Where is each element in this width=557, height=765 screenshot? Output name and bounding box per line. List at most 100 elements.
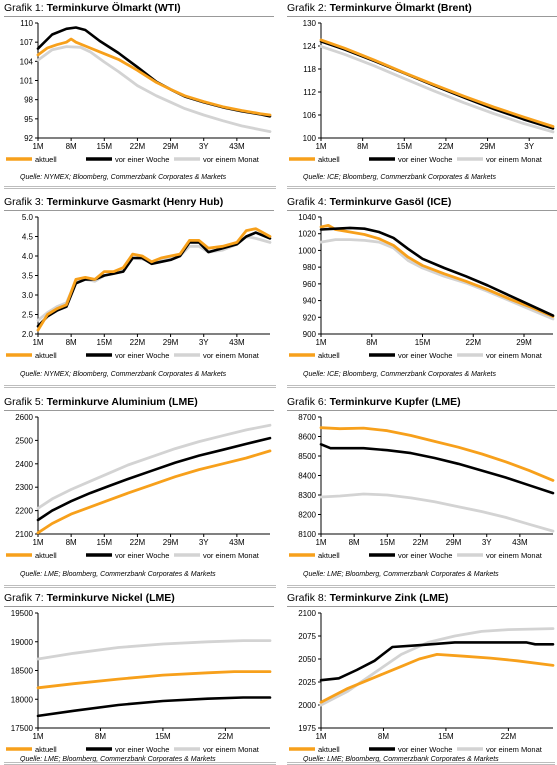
legend: aktuell vor einer Woche vor einem Monat: [6, 155, 260, 164]
series-line-woche: [319, 443, 555, 495]
x-tick-label: 1M: [315, 732, 326, 741]
legend-label-woche: vor einer Woche: [398, 351, 452, 360]
series-line-monat: [319, 627, 555, 707]
x-tick-label: 3Y: [524, 142, 534, 151]
y-tick-label: 920: [303, 313, 317, 322]
x-tick-label: 8M: [357, 142, 368, 151]
title-rule: [4, 606, 274, 607]
legend-label-aktuell: aktuell: [35, 155, 57, 164]
chart-source: Quelle: NYMEX; Bloomberg, Commerzbank Co…: [20, 371, 227, 378]
chart-number: Grafik 1:: [4, 2, 44, 14]
y-tick-label: 2.0: [22, 330, 34, 339]
y-tick-label: 100: [303, 134, 317, 143]
y-tick-label: 92: [24, 134, 33, 143]
chart-name: Terminkurve Gasmarkt (Henry Hub): [46, 196, 224, 208]
chart-title: Grafik 5: Terminkurve Aluminium (LME): [4, 396, 274, 410]
y-tick-label: 960: [303, 280, 317, 289]
legend-label-woche: vor einer Woche: [115, 351, 169, 360]
chart-source: Quelle: ICE; Bloomberg, Commerzbank Corp…: [303, 371, 496, 378]
chart-number: Grafik 4:: [287, 196, 327, 208]
chart-title: Grafik 3: Terminkurve Gasmarkt (Henry Hu…: [4, 196, 274, 210]
title-rule: [4, 16, 274, 17]
chart-source: Quelle: LME; Bloomberg, Commerzbank Corp…: [303, 756, 499, 763]
chart-name: Terminkurve Gasöl (ICE): [329, 196, 452, 208]
x-tick-label: 1M: [32, 338, 43, 347]
x-tick-label: 15M: [415, 338, 431, 347]
legend: aktuell vor einer Woche vor einem Monat: [289, 551, 543, 560]
x-tick-label: 29M: [480, 142, 496, 151]
x-tick-label: 8M: [66, 338, 77, 347]
chart-name: Terminkurve Zink (LME): [329, 592, 449, 604]
y-tick-label: 19000: [11, 638, 34, 647]
x-tick-label: 1M: [315, 338, 326, 347]
y-tick-label: 8500: [298, 452, 316, 461]
x-tick-label: 22M: [501, 732, 517, 741]
y-tick-label: 107: [20, 38, 34, 47]
x-tick-label: 3Y: [199, 338, 209, 347]
panel-separator: [4, 762, 276, 765]
chart-title: Grafik 7: Terminkurve Nickel (LME): [4, 592, 274, 606]
y-tick-label: 2050: [298, 655, 316, 664]
legend-label-aktuell: aktuell: [318, 745, 340, 754]
y-tick-label: 2100: [298, 610, 316, 618]
title-rule: [4, 410, 274, 411]
x-tick-label: 1M: [32, 732, 43, 741]
y-tick-label: 101: [20, 77, 34, 86]
title-rule: [287, 210, 557, 211]
y-tick-label: 1000: [298, 246, 316, 255]
y-tick-label: 1975: [298, 724, 316, 733]
y-tick-label: 124: [303, 42, 317, 51]
title-rule: [287, 410, 557, 411]
chart-number: Grafik 6:: [287, 396, 327, 408]
x-tick-label: 15M: [97, 538, 113, 547]
x-tick-label: 15M: [97, 142, 113, 151]
x-tick-label: 22M: [130, 538, 146, 547]
chart-title: Grafik 2: Terminkurve Ölmarkt (Brent): [287, 2, 557, 16]
y-tick-label: 2200: [15, 507, 33, 516]
y-tick-label: 8400: [298, 472, 316, 481]
chart-name: Terminkurve Ölmarkt (WTI): [46, 2, 181, 14]
series-line-woche: [36, 696, 272, 718]
x-tick-label: 29M: [163, 538, 179, 547]
legend-label-monat: vor einem Monat: [203, 155, 260, 164]
legend-label-woche: vor einer Woche: [115, 551, 169, 560]
chart-number: Grafik 7:: [4, 592, 44, 604]
y-tick-label: 118: [303, 65, 316, 74]
x-tick-label: 1M: [32, 538, 43, 547]
y-tick-label: 2600: [15, 414, 33, 422]
y-tick-label: 130: [303, 20, 317, 28]
x-tick-label: 15M: [97, 338, 113, 347]
series-line-aktuell: [36, 670, 272, 690]
y-tick-label: 900: [303, 330, 317, 339]
x-tick-label: 29M: [516, 338, 532, 347]
y-tick-label: 2000: [298, 701, 316, 710]
chart-source: Quelle: NYMEX; Bloomberg, Commerzbank Co…: [20, 174, 227, 181]
series-line-monat: [36, 235, 272, 322]
legend-label-aktuell: aktuell: [35, 551, 57, 560]
chart-title: Grafik 1: Terminkurve Ölmarkt (WTI): [4, 2, 274, 16]
y-tick-label: 2500: [15, 436, 33, 445]
panel-separator: [4, 385, 276, 388]
y-tick-label: 2.5: [22, 311, 34, 320]
x-tick-label: 22M: [130, 338, 146, 347]
legend: aktuell vor einer Woche vor einem Monat: [6, 351, 260, 360]
title-rule: [287, 606, 557, 607]
x-tick-label: 8M: [349, 538, 360, 547]
y-tick-label: 112: [303, 88, 316, 97]
chart-source: Quelle: ICE; Bloomberg, Commerzbank Corp…: [303, 174, 496, 181]
y-tick-label: 8600: [298, 433, 316, 442]
series-line-woche: [36, 231, 272, 328]
legend: aktuell vor einer Woche vor einem Monat: [6, 551, 260, 560]
chart-title: Grafik 8: Terminkurve Zink (LME): [287, 592, 557, 606]
series-line-monat: [319, 492, 555, 533]
panel-separator: [287, 385, 555, 388]
y-tick-label: 8100: [298, 530, 316, 539]
x-tick-label: 43M: [229, 338, 245, 347]
